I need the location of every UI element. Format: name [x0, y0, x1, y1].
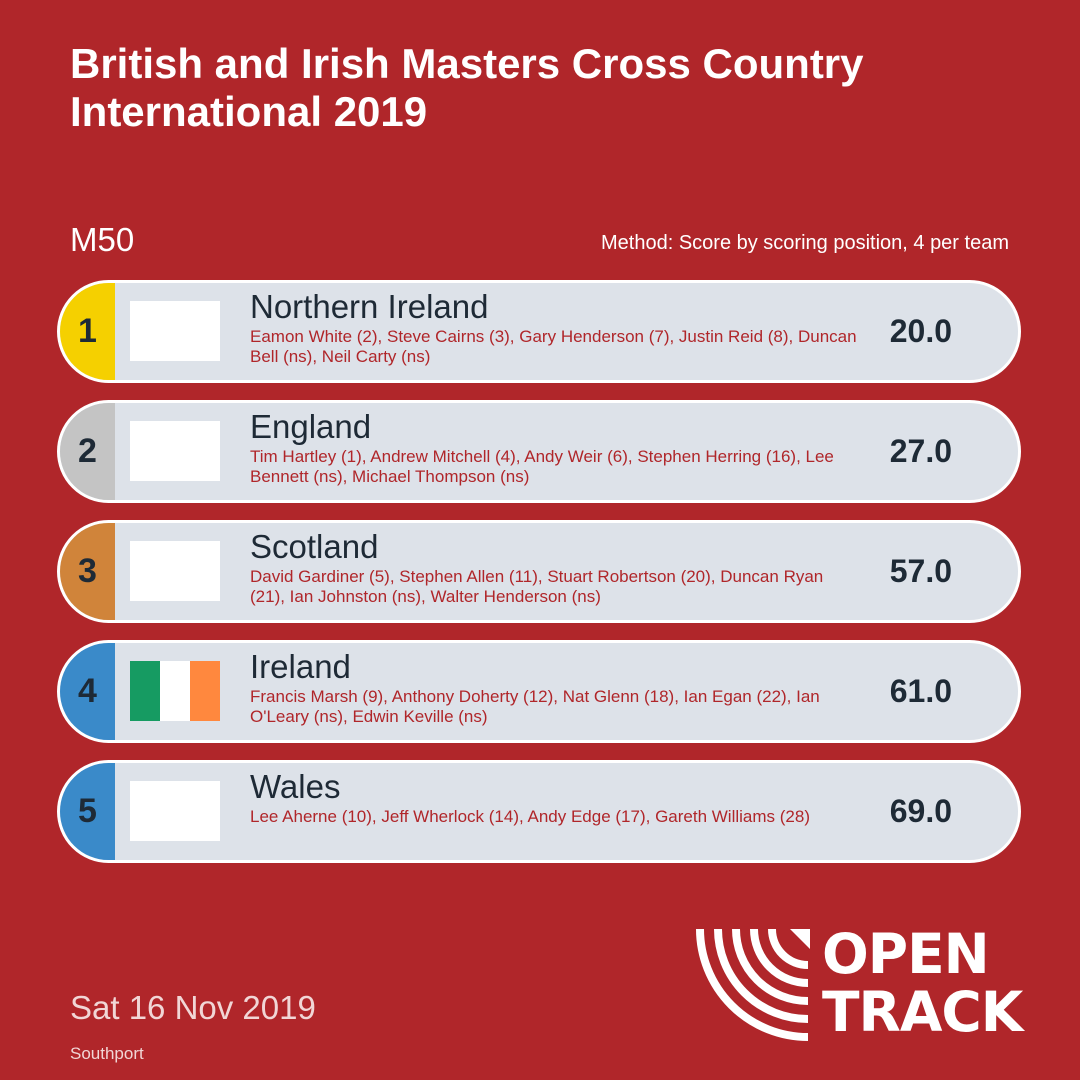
team-flag: [130, 541, 220, 601]
team-name: Scotland: [250, 528, 379, 565]
team-score: 69.0: [889, 793, 952, 829]
team-row: 4 Ireland Francis Marsh (9), Anthony Doh…: [57, 640, 1021, 743]
scoring-method: Method: Score by scoring position, 4 per…: [601, 232, 1009, 254]
team-score: 27.0: [889, 433, 952, 469]
opentrack-logo: OPEN TRACK: [694, 925, 1044, 1045]
flag-stripe-white: [160, 661, 190, 721]
team-runners: Lee Aherne (10), Jeff Wherlock (14), And…: [250, 807, 810, 826]
team-runners: Francis Marsh (9), Anthony Doherty (12),…: [250, 687, 820, 726]
rank-badge: 5: [60, 763, 115, 860]
team-row: 3 Scotland David Gardiner (5), Stephen A…: [57, 520, 1021, 623]
team-runners: David Gardiner (5), Stephen Allen (11), …: [250, 567, 824, 606]
flag-stripe-green: [130, 661, 160, 721]
team-score: 57.0: [889, 553, 952, 589]
team-score: 20.0: [889, 313, 952, 349]
team-runners: Eamon White (2), Steve Cairns (3), Gary …: [250, 327, 857, 366]
category-label: M50: [70, 221, 135, 258]
team-score: 61.0: [889, 673, 952, 709]
rank-badge: 1: [60, 283, 115, 380]
logo-line-1: OPEN: [822, 922, 990, 986]
team-name: England: [250, 408, 372, 445]
team-flag: [130, 421, 220, 481]
team-flag: [130, 301, 220, 361]
rank-badge: 2: [60, 403, 115, 500]
team-row: 1 Northern Ireland Eamon White (2), Stev…: [57, 280, 1021, 383]
rank-badge: 4: [60, 643, 115, 740]
event-venue: Southport: [70, 1044, 144, 1063]
team-row: 5 Wales Lee Aherne (10), Jeff Wherlock (…: [57, 760, 1021, 863]
opentrack-arcs-icon: [696, 928, 810, 1041]
team-name: Ireland: [250, 648, 351, 685]
rank-badge: 3: [60, 523, 115, 620]
ireland-flag-icon: [130, 661, 220, 721]
flag-stripe-orange: [190, 661, 220, 721]
team-flag: [130, 781, 220, 841]
opentrack-wordmark: OPEN TRACK: [822, 922, 1023, 1044]
team-runners: Tim Hartley (1), Andrew Mitchell (4), An…: [250, 447, 834, 486]
team-name: Northern Ireland: [250, 288, 489, 325]
page-title: British and Irish Masters Cross Country …: [70, 40, 864, 135]
team-row: 2 England Tim Hartley (1), Andrew Mitche…: [57, 400, 1021, 503]
team-name: Wales: [250, 768, 341, 805]
logo-line-2: TRACK: [822, 980, 1023, 1044]
event-date: Sat 16 Nov 2019: [70, 989, 316, 1026]
